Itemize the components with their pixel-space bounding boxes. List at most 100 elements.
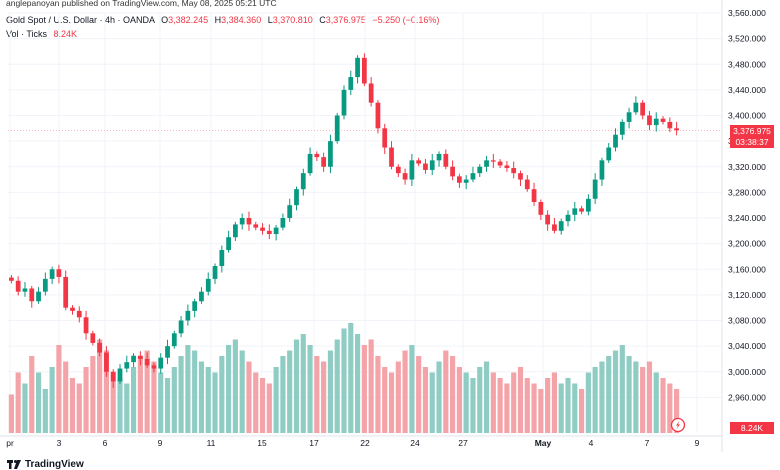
volume-legend[interactable]: Vol · Ticks 8.24K — [6, 29, 77, 39]
candle-body — [355, 57, 360, 78]
candle-body — [280, 218, 286, 228]
volume-bar — [103, 350, 110, 433]
volume-bar — [538, 389, 544, 433]
candle-body — [409, 160, 415, 180]
candle-body — [199, 291, 204, 302]
symbol-legend[interactable]: Gold Spot / U.S. Dollar · 4h · OANDA O3,… — [6, 15, 439, 25]
candle-body — [233, 224, 238, 238]
volume-bar — [517, 367, 524, 433]
candle-body — [178, 320, 184, 334]
candle-body — [416, 160, 422, 164]
symbol-title: Gold Spot / U.S. Dollar · 4h · OANDA — [6, 15, 155, 25]
volume-title: Vol · Ticks — [6, 29, 48, 39]
y-tick-label: 3,080.000 — [728, 316, 766, 326]
y-tick-label: 3,160.000 — [728, 264, 766, 274]
candle-body — [619, 121, 625, 135]
x-tick-label: pr — [6, 438, 14, 448]
volume-bar — [429, 372, 435, 433]
volume-bar — [450, 356, 456, 433]
candle-body — [76, 310, 82, 318]
volume-bar — [375, 356, 381, 433]
volume-bar — [640, 367, 646, 433]
candle-body — [423, 163, 428, 170]
candle-body — [653, 118, 659, 126]
volume-bar — [15, 372, 21, 433]
candle-body — [497, 161, 503, 166]
candle-body — [470, 173, 476, 180]
volume-bar — [551, 372, 558, 433]
volume-bar — [395, 361, 401, 433]
volume-bar — [436, 361, 442, 433]
volume-bar — [49, 367, 55, 433]
volume-bar — [382, 367, 388, 433]
y-tick-label: 3,120.000 — [728, 290, 766, 300]
volume-bar — [117, 378, 123, 433]
volume-bar — [422, 367, 429, 433]
volume-bar — [22, 383, 28, 433]
candle-body — [545, 214, 551, 225]
volume-bar — [606, 356, 612, 433]
candle-body — [674, 128, 679, 131]
candle-body — [300, 173, 306, 190]
lightning-glyph — [676, 421, 680, 429]
candle-body — [585, 198, 591, 212]
candle-body — [626, 112, 632, 122]
candle-body — [660, 118, 666, 122]
candle-body — [287, 205, 293, 218]
candle-body — [463, 179, 469, 183]
tradingview-footer[interactable]: TradingView — [7, 459, 84, 470]
volume-bar — [619, 345, 625, 433]
x-tick-label: 24 — [410, 438, 420, 448]
volume-bar — [416, 356, 422, 433]
close-label: C — [319, 15, 326, 25]
volume-bar — [565, 378, 571, 433]
volume-bar — [29, 356, 35, 433]
volume-bar — [171, 367, 177, 433]
candle-body — [192, 301, 198, 311]
change-value: −5.250 (−0.16%) — [372, 15, 440, 25]
volume-bar — [42, 389, 48, 433]
volume-bar — [490, 372, 496, 433]
volume-bar — [368, 339, 374, 433]
x-tick-label: 15 — [257, 438, 267, 448]
candle-body — [253, 224, 259, 228]
volume-bar — [83, 367, 89, 433]
candle-body — [599, 160, 605, 180]
candle-body — [429, 160, 435, 170]
volume-bar — [456, 367, 462, 433]
candle-body — [579, 208, 584, 212]
volume-bar — [524, 378, 530, 433]
volume-bar — [578, 389, 585, 433]
candle-body — [22, 288, 28, 292]
volume-bar — [504, 383, 510, 433]
candle-body — [572, 208, 578, 215]
low-label: L — [267, 15, 273, 25]
x-tick-label: 7 — [645, 438, 650, 448]
volume-bar — [511, 372, 517, 433]
candle-body — [592, 179, 598, 199]
volume-bar — [558, 383, 564, 433]
x-tick-label: 17 — [309, 438, 319, 448]
tradingview-logo-icon — [7, 460, 21, 469]
volume-bar — [531, 383, 537, 433]
volume-bar — [76, 383, 82, 433]
volume-bar — [178, 356, 184, 433]
tradingview-brand: TradingView — [25, 459, 84, 470]
candle-body — [321, 157, 327, 167]
volume-bar — [341, 328, 347, 433]
candle-body — [144, 358, 150, 366]
volume-bar — [470, 378, 476, 433]
volume-bar — [402, 350, 408, 433]
candle-body — [42, 278, 48, 292]
candle-body — [375, 102, 381, 129]
candle-body — [395, 166, 401, 174]
candle-body — [334, 115, 340, 142]
volume-bar — [599, 361, 605, 433]
candle-body — [9, 277, 14, 281]
open-value: 3,382.245 — [168, 15, 209, 25]
candle-body — [450, 166, 455, 177]
volume-bar — [483, 361, 490, 433]
candle-body — [314, 153, 320, 158]
volume-bar — [205, 367, 211, 433]
